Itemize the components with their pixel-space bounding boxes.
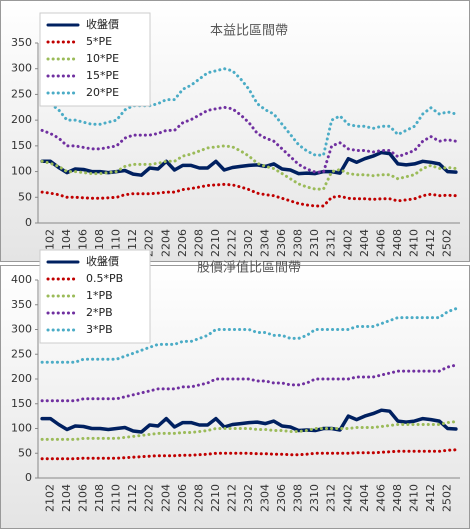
legend-label: 收盤價: [86, 254, 119, 268]
x-tick-label: 2208: [192, 229, 205, 257]
x-tick-label: 2304: [259, 229, 272, 257]
x-tick-label: 2402: [341, 229, 354, 257]
series-line: [40, 408, 458, 434]
x-tick-label: 2408: [391, 484, 404, 512]
y-tick-label: 300: [11, 323, 32, 336]
chart-title: 股價淨值比區間帶: [197, 260, 301, 276]
series-line: [40, 307, 458, 364]
y-tick-label: 100: [11, 165, 32, 178]
x-tick-label: 2404: [358, 484, 371, 512]
chart-title: 本益比區間帶: [210, 24, 288, 39]
x-tick-label: 2412: [424, 484, 437, 512]
x-tick-label: 2210: [209, 484, 222, 512]
x-tick-label: 2410: [407, 484, 420, 512]
legend-label: 1*PB: [86, 289, 113, 302]
y-tick-label: 200: [11, 113, 32, 126]
x-tick-label: 2212: [225, 229, 238, 257]
y-tick-label: 350: [11, 298, 32, 311]
x-tick-label: 2210: [209, 229, 222, 257]
x-tick-label: 2208: [192, 484, 205, 512]
y-tick-label: 350: [11, 36, 32, 49]
legend-label: 10*PE: [86, 52, 119, 65]
x-tick-label: 2206: [176, 229, 189, 257]
y-tick-label: 100: [11, 422, 32, 435]
x-tick-label: 2206: [176, 484, 189, 512]
series-line: [40, 67, 458, 157]
x-tick-label: 2304: [259, 484, 272, 512]
legend-label: 15*PE: [86, 69, 119, 82]
x-tick-label: 2308: [292, 229, 305, 257]
x-tick-label: 2302: [242, 484, 255, 512]
y-tick-label: 50: [18, 446, 32, 459]
x-tick-label: 2408: [391, 229, 404, 257]
y-tick-label: 250: [11, 347, 32, 360]
y-tick-label: 250: [11, 87, 32, 100]
x-tick-label: 2106: [77, 484, 90, 512]
y-tick-label: 0: [25, 216, 32, 229]
series-line: [40, 105, 458, 174]
series-line: [40, 144, 458, 191]
x-tick-label: 2310: [308, 229, 321, 257]
x-tick-label: 2302: [242, 229, 255, 257]
x-tick-label: 2410: [407, 229, 420, 257]
legend-label: 3*PB: [86, 323, 113, 336]
legend-label: 收盤價: [86, 17, 119, 31]
x-tick-label: 2308: [292, 484, 305, 512]
y-tick-label: 150: [11, 397, 32, 410]
x-tick-label: 2110: [110, 484, 123, 512]
legend-label: 20*PE: [86, 86, 119, 99]
y-tick-label: 150: [11, 139, 32, 152]
x-tick-label: 2112: [126, 484, 139, 512]
legend-label: 2*PB: [86, 306, 113, 319]
x-tick-label: 2312: [325, 229, 338, 257]
x-tick-label: 2204: [159, 229, 172, 257]
x-tick-label: 2310: [308, 484, 321, 512]
y-tick-label: 200: [11, 372, 32, 385]
x-tick-label: 2102: [43, 484, 56, 512]
x-tick-label: 2212: [225, 484, 238, 512]
y-tick-label: 300: [11, 62, 32, 75]
x-tick-label: 2306: [275, 229, 288, 257]
y-tick-label: 0: [25, 471, 32, 484]
legend-label: 5*PE: [86, 35, 112, 48]
series-line: [40, 363, 458, 403]
y-tick-label: 400: [11, 273, 32, 286]
x-tick-label: 2306: [275, 484, 288, 512]
series-line: [40, 420, 458, 441]
x-tick-label: 2108: [93, 484, 106, 512]
x-tick-label: 2202: [143, 484, 156, 512]
x-tick-label: 2412: [424, 229, 437, 257]
x-tick-label: 2402: [341, 484, 354, 512]
x-tick-label: 2406: [374, 484, 387, 512]
x-tick-label: 2406: [374, 229, 387, 257]
y-tick-label: 50: [18, 190, 32, 203]
series-line: [40, 182, 458, 208]
legend-label: 0.5*PB: [86, 272, 123, 285]
x-tick-label: 2502: [441, 229, 454, 257]
x-tick-label: 2312: [325, 484, 338, 512]
x-tick-label: 2104: [60, 484, 73, 512]
x-tick-label: 2502: [441, 484, 454, 512]
x-tick-label: 2404: [358, 229, 371, 257]
x-tick-label: 2204: [159, 484, 172, 512]
